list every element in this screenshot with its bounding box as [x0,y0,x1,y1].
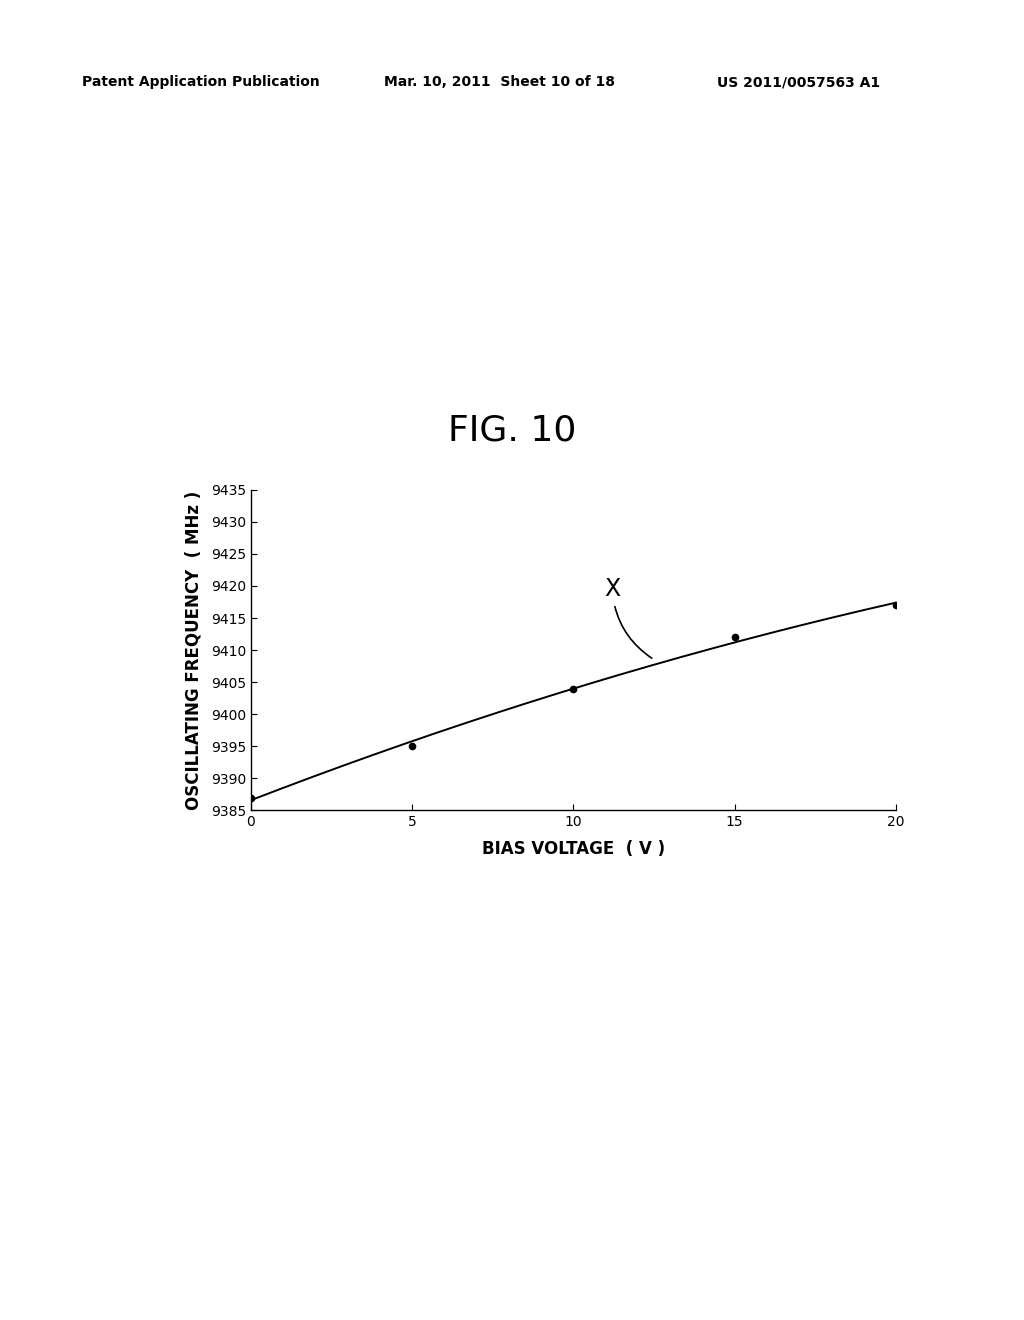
Text: US 2011/0057563 A1: US 2011/0057563 A1 [717,75,880,90]
Text: X: X [604,577,651,659]
Text: FIG. 10: FIG. 10 [447,413,577,447]
X-axis label: BIAS VOLTAGE  ( V ): BIAS VOLTAGE ( V ) [482,841,665,858]
Y-axis label: OSCILLATING FREQUENCY  ( MHz ): OSCILLATING FREQUENCY ( MHz ) [184,491,203,809]
Text: Mar. 10, 2011  Sheet 10 of 18: Mar. 10, 2011 Sheet 10 of 18 [384,75,615,90]
Text: Patent Application Publication: Patent Application Publication [82,75,319,90]
